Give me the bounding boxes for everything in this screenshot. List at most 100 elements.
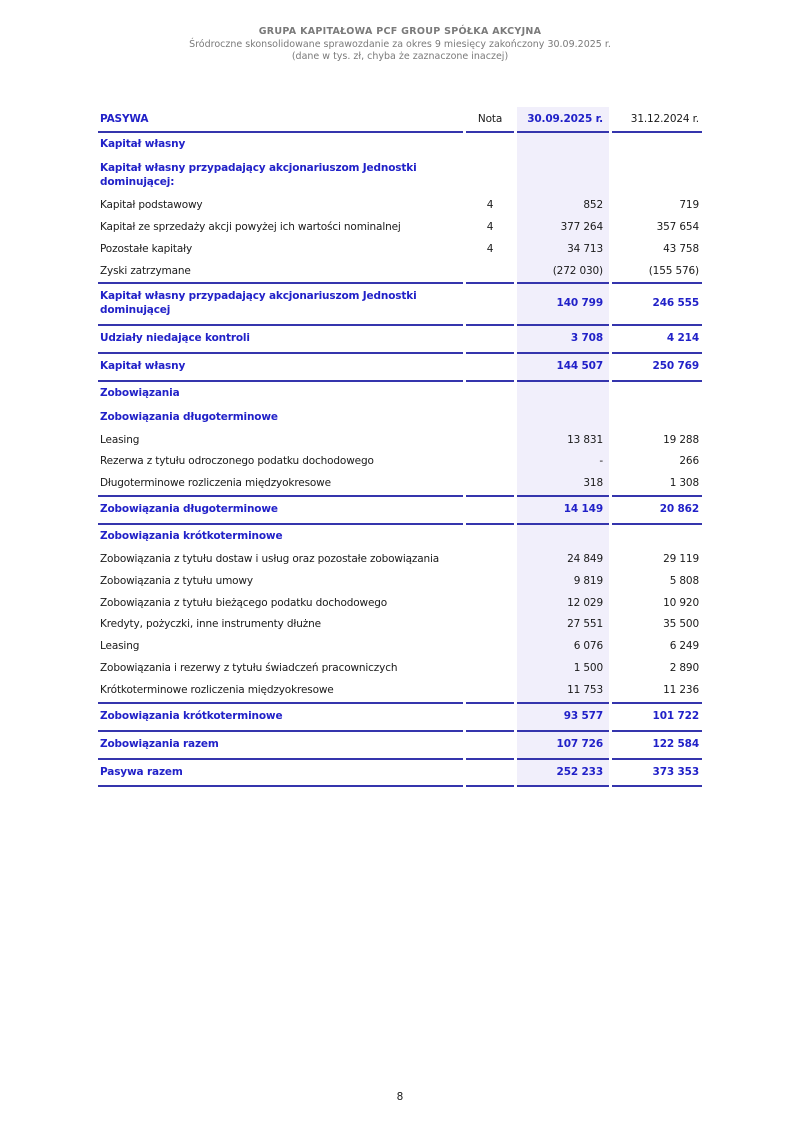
pasywa-table: PASYWA Nota 30.09.2025 r. 31.12.2024 r. …	[95, 106, 705, 788]
row-nota	[466, 406, 514, 430]
row-nota	[466, 133, 514, 157]
table-row: Leasing 6 076 6 249	[98, 636, 702, 659]
row-nota	[466, 701, 514, 730]
row-value-prior: 19 288	[663, 433, 699, 446]
row-label: Zyski zatrzymane	[100, 264, 191, 277]
row-value-prior: 10 920	[663, 596, 699, 609]
company-name: GRUPA KAPITAŁOWA PCF GROUP SPÓŁKA AKCYJN…	[258, 26, 542, 37]
row-value-prior: 719	[679, 198, 699, 211]
table-row: Zobowiązania i rezerwy z tytułu świadcze…	[98, 658, 702, 680]
row-value-current: 144 507	[517, 351, 609, 382]
row-nota: 4	[486, 198, 494, 211]
table-row: Kapitał własny 144 507 250 769	[98, 351, 702, 382]
table-row: Kapitał ze sprzedaży akcji powyżej ich w…	[98, 216, 702, 239]
row-nota	[466, 757, 514, 788]
row-label: Pozostałe kapitały	[100, 242, 193, 255]
row-label: Zobowiązania i rezerwy z tytułu świadcze…	[100, 662, 398, 675]
row-value-current: 3 708	[517, 324, 609, 352]
row-label: Krótkoterminowe rozliczenia międzyokreso…	[100, 683, 334, 696]
row-label: Zobowiązania z tytułu dostaw i usług ora…	[100, 552, 440, 565]
table-row: Kapitał własny	[98, 133, 702, 158]
row-label: Leasing	[100, 433, 140, 446]
row-value-current: 318	[517, 473, 609, 496]
row-nota	[466, 382, 514, 406]
row-nota	[466, 571, 514, 593]
row-value-current: 377 264	[517, 216, 609, 239]
row-label: Kapitał własny	[98, 351, 463, 382]
data-unit-note: (dane w tys. zł, chyba że zaznaczone ina…	[291, 51, 509, 62]
row-value-current	[517, 524, 609, 549]
table-row: Pozostałe kapitały 4 34 713 43 758	[98, 238, 702, 261]
row-value-current: 6 076	[517, 636, 609, 659]
row-value-prior	[612, 157, 702, 195]
row-value-prior: 5 808	[669, 574, 699, 587]
table-row: Zyski zatrzymane (272 030) (155 576)	[98, 260, 702, 283]
table-row: Kredyty, pożyczki, inne instrumenty dłuż…	[98, 614, 702, 637]
row-nota	[466, 593, 514, 615]
row-nota	[466, 525, 514, 549]
table-row: Zobowiązania długoterminowe	[98, 405, 702, 430]
row-label: Kredyty, pożyczki, inne instrumenty dłuż…	[100, 618, 321, 631]
table-row: Krótkoterminowe rozliczenia międzyokreso…	[98, 679, 702, 702]
row-value-current: 13 831	[517, 429, 609, 452]
row-value-current: 14 149	[517, 495, 609, 525]
row-nota	[466, 261, 514, 283]
row-label: Kapitał podstawowy	[100, 198, 203, 211]
row-label: Pasywa razem	[98, 757, 463, 788]
row-value-prior: 101 722	[612, 701, 702, 730]
row-nota: 4	[486, 220, 494, 233]
row-label: Zobowiązania	[100, 386, 180, 399]
row-value-prior: 373 353	[612, 757, 702, 788]
row-nota	[466, 430, 514, 452]
row-value-prior: 20 862	[612, 495, 702, 525]
row-value-current: 93 577	[517, 701, 609, 730]
row-value-prior: 357 654	[656, 220, 700, 233]
row-label: Kapitał własny przypadający akcjonariusz…	[98, 282, 463, 324]
row-nota: 4	[486, 242, 494, 255]
table-row: Kapitał własny przypadający akcjonariusz…	[98, 157, 702, 195]
table-row: Zobowiązania razem 107 726 122 584	[98, 729, 702, 758]
document-header: GRUPA KAPITAŁOWA PCF GROUP SPÓŁKA AKCYJN…	[0, 0, 800, 64]
row-value-current	[517, 157, 609, 195]
row-label: Zobowiązania krótkoterminowe	[100, 529, 283, 542]
table-row: Udziały niedające kontroli 3 708 4 214	[98, 324, 702, 352]
row-value-prior: 266	[679, 455, 699, 468]
page-number: 8	[396, 1091, 404, 1103]
row-label: Udziały niedające kontroli	[98, 324, 463, 352]
row-nota	[466, 451, 514, 473]
row-value-current: 852	[517, 194, 609, 217]
column-header-prior-period: 31.12.2024 r.	[612, 107, 702, 134]
balance-sheet-section: PASYWA Nota 30.09.2025 r. 31.12.2024 r. …	[95, 106, 705, 788]
row-label: Zobowiązania z tytułu umowy	[100, 574, 253, 587]
row-value-prior: 29 119	[663, 552, 699, 565]
row-nota	[466, 729, 514, 758]
row-value-current: 12 029	[517, 592, 609, 615]
row-value-prior	[612, 525, 702, 549]
table-row: Kapitał podstawowy 4 852 719	[98, 194, 702, 217]
row-label: Zobowiązania krótkoterminowe	[98, 701, 463, 730]
table-row: Zobowiązania	[98, 381, 702, 406]
row-nota	[466, 495, 514, 525]
table-header: PASYWA Nota 30.09.2025 r. 31.12.2024 r.	[98, 106, 702, 134]
table-row: Leasing 13 831 19 288	[98, 429, 702, 452]
column-header-pasywa: PASYWA	[98, 107, 463, 134]
table-row: Rezerwa z tytułu odroczonego podatku doc…	[98, 451, 702, 474]
column-header-current-period: 30.09.2025 r.	[517, 106, 609, 134]
row-value-prior: 250 769	[612, 351, 702, 382]
row-value-current: 27 551	[517, 614, 609, 637]
row-value-current	[517, 405, 609, 430]
row-value-current: 34 713	[517, 238, 609, 261]
row-value-prior: 246 555	[612, 282, 702, 324]
row-value-prior: 43 758	[663, 242, 699, 255]
row-value-prior: 2 890	[669, 662, 699, 675]
table-body: Kapitał własny Kapitał własny przypadając…	[98, 133, 702, 788]
row-value-prior: 11 236	[663, 683, 699, 696]
row-nota	[466, 549, 514, 571]
row-nota	[466, 614, 514, 636]
row-value-current: -	[517, 451, 609, 474]
row-label: Rezerwa z tytułu odroczonego podatku doc…	[100, 455, 374, 468]
row-value-current: 24 849	[517, 548, 609, 571]
row-value-prior: 35 500	[663, 618, 699, 631]
row-label: Kapitał ze sprzedaży akcji powyżej ich w…	[100, 220, 401, 233]
